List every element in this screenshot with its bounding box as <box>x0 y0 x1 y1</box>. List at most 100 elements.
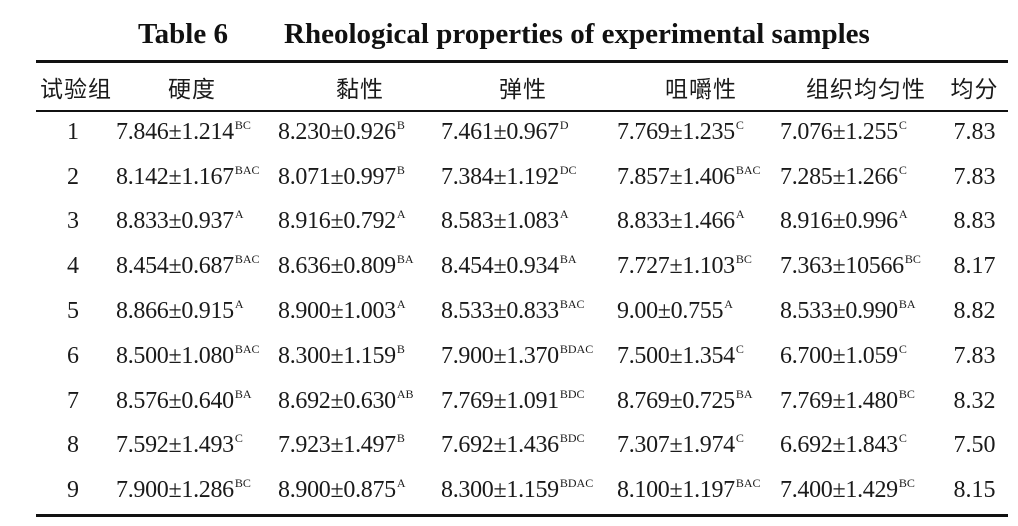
cell-score: 8.15 <box>953 477 996 504</box>
cell-group: 8 <box>67 432 79 459</box>
cell-springiness: 7.900±1.370BDAC <box>441 334 617 379</box>
significance-letter: BAC <box>234 162 260 177</box>
cell-uniformity: 6.700±1.059C <box>780 334 941 379</box>
cell-springiness: 7.384±1.192DC <box>441 155 617 200</box>
table-row: 6 8.500±1.080BAC 8.300±1.159B 7.900±1.370BD… <box>36 334 1008 379</box>
top-rule <box>36 60 1008 63</box>
significance-letter: B <box>396 162 405 177</box>
mean-sd-value: 8.500±1.080 <box>116 342 234 369</box>
mean-sd-value: 7.900±1.370 <box>441 342 559 369</box>
mean-sd-value: 8.900±1.003 <box>278 298 396 325</box>
table-row: 2 8.142±1.167BAC 8.071±0.997B 7.384±1.192DC… <box>36 155 1008 200</box>
cell-springiness: 8.300±1.159BDAC <box>441 468 617 513</box>
significance-letter: BC <box>234 476 251 491</box>
mean-sd-value: 8.230±0.926 <box>278 118 396 145</box>
mean-sd-value: 7.769±1.091 <box>441 387 559 414</box>
cell-chewiness: 7.857±1.406BAC <box>617 155 780 200</box>
cell-score: 8.32 <box>953 387 996 414</box>
cell-uniformity: 8.916±0.996A <box>780 200 941 245</box>
mean-sd-value: 7.384±1.192 <box>441 163 559 190</box>
mean-sd-value: 8.833±0.937 <box>116 208 234 235</box>
significance-letter: BAC <box>234 341 260 356</box>
cell-chewiness: 7.307±1.974C <box>617 424 780 469</box>
cell-uniformity: 7.285±1.266C <box>780 155 941 200</box>
mean-sd-value: 7.727±1.103 <box>617 253 735 280</box>
cell-group: 7 <box>67 387 79 414</box>
mean-sd-value: 8.692±0.630 <box>278 387 396 414</box>
cell-springiness: 7.692±1.436BDC <box>441 424 617 469</box>
header-hardness: 硬度 <box>168 76 216 103</box>
significance-letter: BDC <box>559 431 585 446</box>
cell-hardness: 7.592±1.493C <box>116 424 278 469</box>
significance-letter: C <box>898 162 907 177</box>
mean-sd-value: 8.300±1.159 <box>441 477 559 504</box>
significance-letter: BC <box>904 252 921 267</box>
mean-sd-value: 7.769±1.235 <box>617 118 735 145</box>
cell-chewiness: 7.500±1.354C <box>617 334 780 379</box>
cell-springiness: 7.461±0.967D <box>441 110 617 155</box>
significance-letter: BAC <box>559 297 585 312</box>
table-row: 1 7.846±1.214BC 8.230±0.926B 7.461±0.967D 7.… <box>36 110 1008 155</box>
cell-uniformity: 6.692±1.843C <box>780 424 941 469</box>
mean-sd-value: 8.100±1.197 <box>617 477 735 504</box>
cell-score: 7.83 <box>953 342 996 369</box>
mean-sd-value: 8.533±0.833 <box>441 298 559 325</box>
cell-uniformity: 7.076±1.255C <box>780 110 941 155</box>
header-group: 试验组 <box>40 76 112 103</box>
significance-letter: A <box>898 207 908 222</box>
table-row: 8 7.592±1.493C 7.923±1.497B 7.692±1.436BDC 7… <box>36 424 1008 469</box>
table-row: 3 8.833±0.937A 8.916±0.792A 8.583±1.083A 8.8… <box>36 200 1008 245</box>
cell-group: 3 <box>67 208 79 235</box>
cell-group: 4 <box>67 253 79 280</box>
mean-sd-value: 8.769±0.725 <box>617 387 735 414</box>
cell-hardness: 8.576±0.640BA <box>116 379 278 424</box>
cell-springiness: 7.769±1.091BDC <box>441 379 617 424</box>
cell-viscosity: 8.230±0.926B <box>278 110 441 155</box>
cell-score: 8.82 <box>953 298 996 325</box>
mean-sd-value: 8.300±1.159 <box>278 342 396 369</box>
bottom-rule <box>36 514 1008 517</box>
significance-letter: B <box>396 431 405 446</box>
mean-sd-value: 7.363±10566 <box>780 253 904 280</box>
mean-sd-value: 7.076±1.255 <box>780 118 898 145</box>
header-uniformity: 组织均匀性 <box>806 76 926 103</box>
significance-letter: A <box>396 476 406 491</box>
significance-letter: B <box>396 117 405 132</box>
significance-letter: BAC <box>735 476 761 491</box>
cell-viscosity: 8.900±0.875A <box>278 468 441 513</box>
cell-hardness: 8.142±1.167BAC <box>116 155 278 200</box>
mean-sd-value: 9.00±0.755 <box>617 298 724 325</box>
cell-score: 8.83 <box>953 208 996 235</box>
mean-sd-value: 7.461±0.967 <box>441 118 559 145</box>
header-score: 均分 <box>950 76 999 103</box>
mean-sd-value: 8.454±0.934 <box>441 253 559 280</box>
cell-group: 1 <box>67 118 79 145</box>
significance-letter: BDC <box>559 386 585 401</box>
header-viscosity: 黏性 <box>336 76 384 103</box>
significance-letter: BC <box>234 117 251 132</box>
mean-sd-value: 8.142±1.167 <box>116 163 234 190</box>
table-row: 9 7.900±1.286BC 8.900±0.875A 8.300±1.159BDA… <box>36 468 1008 513</box>
mean-sd-value: 8.454±0.687 <box>116 253 234 280</box>
table-row: 7 8.576±0.640BA 8.692±0.630AB 7.769±1.091BD… <box>36 379 1008 424</box>
significance-letter: C <box>898 117 907 132</box>
cell-viscosity: 8.636±0.809BA <box>278 244 441 289</box>
significance-letter: A <box>396 297 406 312</box>
significance-letter: BC <box>898 386 915 401</box>
cell-chewiness: 8.833±1.466A <box>617 200 780 245</box>
significance-letter: C <box>898 341 907 356</box>
cell-group: 6 <box>67 342 79 369</box>
significance-letter: BAC <box>735 162 761 177</box>
significance-letter: A <box>234 297 244 312</box>
significance-letter: BDAC <box>559 341 594 356</box>
mean-sd-value: 7.923±1.497 <box>278 432 396 459</box>
mean-sd-value: 8.900±0.875 <box>278 477 396 504</box>
cell-group: 9 <box>67 477 79 504</box>
significance-letter: BA <box>898 297 916 312</box>
significance-letter: C <box>898 431 907 446</box>
mean-sd-value: 7.307±1.974 <box>617 432 735 459</box>
significance-letter: BDAC <box>559 476 594 491</box>
cell-score: 7.50 <box>953 432 996 459</box>
table-title: Rheological properties of experimental s… <box>284 18 870 50</box>
cell-hardness: 8.500±1.080BAC <box>116 334 278 379</box>
